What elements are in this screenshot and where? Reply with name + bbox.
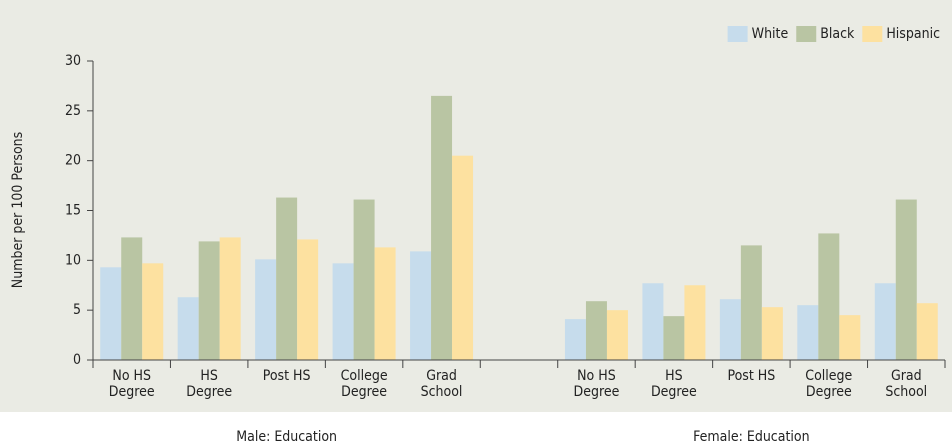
legend-swatch: [727, 26, 748, 42]
bar: [895, 199, 917, 360]
x-tick-label: Post HS: [727, 368, 776, 384]
bar: [663, 316, 685, 360]
bar: [452, 155, 474, 360]
y-tick-label: 15: [65, 203, 81, 219]
y-tick-label: 5: [73, 302, 81, 318]
x-tick-label: College Degree: [805, 368, 853, 400]
legend-swatch: [796, 26, 817, 42]
x-tick-label: Grad School: [420, 368, 463, 400]
bar: [219, 237, 241, 360]
y-tick-label: 30: [65, 53, 81, 69]
bar: [410, 251, 432, 360]
x-tick-label: HS Degree: [650, 368, 697, 400]
bar: [606, 310, 628, 360]
group-label: Female: Education: [693, 429, 809, 445]
legend-swatch: [862, 26, 883, 42]
x-tick-label: No HS Degree: [573, 368, 620, 400]
bar: [874, 283, 896, 360]
group-label: Male: Education: [236, 429, 337, 445]
bar: [916, 303, 938, 360]
x-tick-label: No HS Degree: [108, 368, 155, 400]
bar: [255, 259, 277, 360]
bar: [818, 233, 840, 360]
y-tick-label: 10: [65, 252, 81, 268]
bar: [100, 267, 122, 360]
x-tick-label: Post HS: [262, 368, 311, 384]
y-axis-label: Number per 100 Persons: [10, 132, 26, 288]
bar: [684, 285, 706, 360]
legend-label: Black: [820, 26, 855, 42]
bar: [276, 197, 298, 360]
bar: [177, 297, 199, 360]
bar: [374, 247, 396, 360]
y-tick-label: 20: [65, 153, 81, 169]
legend-label: Hispanic: [886, 26, 940, 42]
bar: [564, 319, 586, 360]
legend-label: White: [752, 26, 789, 42]
bar: [353, 199, 375, 360]
y-tick-label: 25: [65, 103, 81, 119]
x-tick-label: College Degree: [340, 368, 388, 400]
bar: [431, 95, 453, 360]
bar: [719, 299, 741, 360]
x-tick-label: Grad School: [885, 368, 928, 400]
bar: [142, 263, 164, 360]
bar: [642, 283, 664, 360]
bar: [121, 237, 143, 360]
bar: [839, 315, 861, 360]
bar: [198, 241, 220, 360]
bar: [740, 245, 762, 360]
y-tick-label: 0: [73, 352, 81, 368]
bar: [585, 301, 607, 360]
bar: [297, 239, 319, 360]
bar: [797, 305, 819, 360]
bar: [761, 307, 783, 360]
x-tick-label: HS Degree: [186, 368, 233, 400]
bar: [332, 263, 354, 360]
